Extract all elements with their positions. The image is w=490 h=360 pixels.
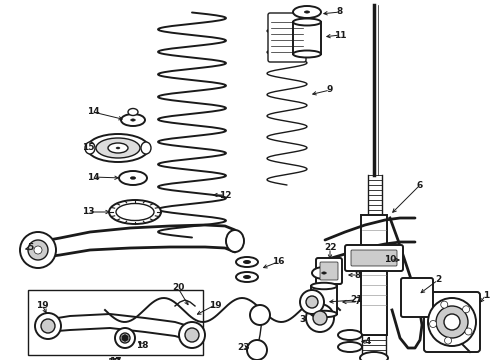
Ellipse shape	[304, 11, 310, 13]
FancyBboxPatch shape	[345, 245, 403, 271]
Ellipse shape	[293, 50, 321, 58]
Circle shape	[185, 328, 199, 342]
Text: 8: 8	[355, 270, 361, 279]
Ellipse shape	[321, 272, 326, 274]
Text: 11: 11	[334, 31, 346, 40]
Text: 3: 3	[299, 315, 305, 324]
Bar	[293, 22, 321, 54]
Circle shape	[250, 305, 270, 325]
Circle shape	[247, 340, 267, 360]
FancyBboxPatch shape	[351, 250, 397, 266]
Circle shape	[306, 296, 318, 308]
Bar	[311, 286, 337, 314]
Circle shape	[300, 290, 324, 314]
Ellipse shape	[109, 200, 161, 224]
Text: 13: 13	[82, 207, 94, 216]
Circle shape	[313, 311, 327, 325]
Text: 6: 6	[417, 180, 423, 189]
FancyBboxPatch shape	[268, 13, 306, 62]
Text: 5: 5	[27, 243, 33, 252]
Text: 8: 8	[337, 8, 343, 17]
Ellipse shape	[311, 311, 337, 317]
Ellipse shape	[338, 330, 362, 340]
Ellipse shape	[128, 108, 138, 116]
Ellipse shape	[108, 143, 128, 153]
Text: 2: 2	[435, 275, 441, 284]
Circle shape	[35, 313, 61, 339]
Ellipse shape	[311, 283, 337, 289]
Ellipse shape	[116, 203, 154, 220]
FancyBboxPatch shape	[320, 262, 338, 280]
Circle shape	[436, 306, 468, 338]
Text: 19: 19	[36, 301, 49, 310]
Ellipse shape	[338, 342, 362, 352]
FancyBboxPatch shape	[424, 292, 480, 352]
Circle shape	[306, 304, 334, 332]
Bar	[28, 290, 203, 355]
Text: 21: 21	[350, 296, 362, 305]
Text: 15: 15	[82, 144, 94, 153]
Text: 17: 17	[108, 358, 122, 360]
Text: 16: 16	[272, 257, 284, 266]
FancyBboxPatch shape	[401, 278, 433, 317]
Ellipse shape	[293, 6, 321, 18]
Text: 23: 23	[237, 342, 249, 351]
Circle shape	[465, 328, 472, 335]
Ellipse shape	[119, 171, 147, 185]
Circle shape	[463, 306, 469, 313]
Ellipse shape	[131, 119, 135, 121]
Ellipse shape	[312, 267, 336, 279]
Text: 18: 18	[136, 341, 148, 350]
Text: 17: 17	[109, 357, 122, 360]
Ellipse shape	[236, 257, 258, 267]
Ellipse shape	[121, 114, 145, 126]
Circle shape	[115, 328, 135, 348]
Ellipse shape	[116, 147, 120, 149]
Circle shape	[428, 298, 476, 346]
Ellipse shape	[130, 177, 136, 179]
Circle shape	[20, 232, 56, 268]
Text: 7: 7	[355, 297, 361, 306]
Circle shape	[41, 319, 55, 333]
Circle shape	[444, 314, 460, 330]
Ellipse shape	[243, 275, 251, 279]
Ellipse shape	[85, 142, 95, 154]
Text: 4: 4	[365, 338, 371, 346]
Ellipse shape	[293, 18, 321, 26]
Text: 12: 12	[219, 190, 231, 199]
Circle shape	[179, 322, 205, 348]
Ellipse shape	[141, 142, 151, 154]
Text: 1: 1	[483, 291, 489, 300]
Text: 10: 10	[384, 256, 396, 265]
Text: 22: 22	[324, 243, 336, 252]
Circle shape	[120, 333, 130, 343]
Bar	[361, 215, 387, 335]
Circle shape	[441, 301, 448, 308]
Text: 14: 14	[87, 172, 99, 181]
Text: 9: 9	[327, 85, 333, 94]
Circle shape	[444, 337, 452, 344]
Text: 20: 20	[172, 284, 184, 292]
Circle shape	[28, 240, 48, 260]
Circle shape	[430, 320, 437, 328]
Ellipse shape	[96, 138, 140, 158]
Circle shape	[34, 246, 42, 254]
FancyBboxPatch shape	[316, 258, 342, 284]
Ellipse shape	[226, 230, 244, 252]
Text: 14: 14	[87, 108, 99, 117]
Text: 19: 19	[209, 301, 221, 310]
Ellipse shape	[236, 272, 258, 282]
Ellipse shape	[243, 260, 251, 264]
Ellipse shape	[87, 134, 149, 162]
Ellipse shape	[360, 352, 388, 360]
